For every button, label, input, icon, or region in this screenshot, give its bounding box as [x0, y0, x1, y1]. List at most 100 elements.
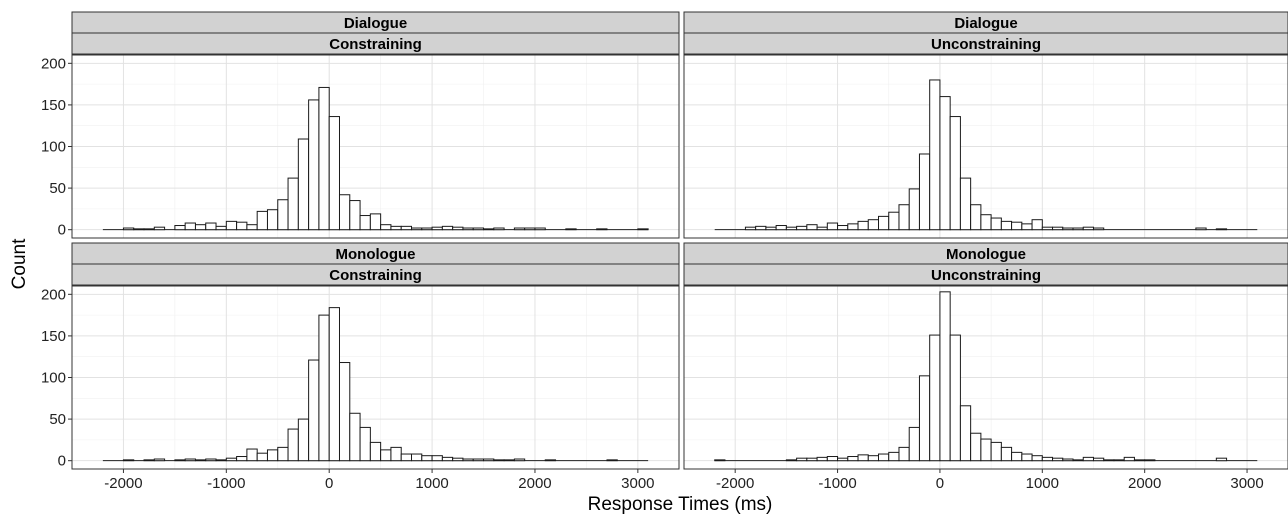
x-tick-label: 0 [325, 475, 333, 492]
histogram-bar [1082, 226, 1094, 231]
y-tick-label: 50 [49, 180, 66, 197]
histogram-bar [785, 459, 798, 462]
histogram-bar [1021, 223, 1033, 231]
histogram-bar [1215, 228, 1228, 231]
histogram-bar [908, 188, 920, 231]
histogram-bar [349, 412, 361, 462]
histogram-bar [411, 453, 423, 462]
x-axis: -2000 -1000 0 1000 2000 3000 -2000 -1000 0 1000 20… [104, 469, 1264, 492]
histogram-bar [1123, 456, 1135, 462]
histogram-bar [990, 217, 1002, 231]
histogram-bar [970, 204, 982, 231]
histogram-bar [493, 459, 505, 462]
histogram-bar [462, 227, 474, 231]
histogram-bar [524, 227, 536, 231]
histogram-bar [359, 215, 371, 231]
histogram-bar [328, 307, 340, 462]
histogram-bar [1113, 459, 1125, 462]
histogram-bar [194, 459, 207, 462]
x-tick-label: 3000 [1230, 475, 1263, 492]
strip-label: Monologue [336, 246, 416, 263]
histogram-bar [431, 226, 443, 231]
histogram-bar [918, 375, 931, 462]
histogram-bar [266, 209, 279, 231]
histogram-bar [785, 226, 798, 231]
histogram-bar [1133, 459, 1146, 462]
histogram-bar [338, 194, 351, 231]
histogram-bar [256, 452, 268, 462]
x-tick-label: 3000 [621, 475, 654, 492]
histogram-bar [755, 225, 767, 231]
histogram-bar [565, 228, 577, 231]
histogram-bar [400, 225, 413, 231]
histogram-bar [369, 441, 382, 462]
histogram-bar [380, 449, 392, 462]
histogram-bar [837, 457, 849, 462]
strip-label: Dialogue [344, 15, 407, 32]
histogram-bar [949, 334, 961, 462]
facet-panel-3: Monologue Constraining [71, 242, 680, 470]
histogram-bar [775, 225, 787, 231]
x-tick-label: 1000 [415, 475, 448, 492]
histogram-bar [867, 219, 880, 231]
histogram-bar [1215, 457, 1228, 462]
histogram-bar [1041, 456, 1054, 462]
histogram-bar [421, 227, 433, 231]
y-tick-label: 0 [58, 222, 66, 239]
panel-border [683, 285, 1288, 470]
histogram-bar [462, 458, 474, 462]
histogram-bar [483, 458, 495, 462]
histogram-bar [959, 177, 972, 231]
histogram-bar [826, 222, 839, 231]
histogram-bar [143, 228, 155, 231]
x-tick-label: 2000 [1128, 475, 1161, 492]
histogram-bar [1144, 459, 1156, 462]
histogram-bar [1062, 227, 1074, 231]
histogram-bar [980, 438, 992, 462]
histogram-bar [318, 314, 330, 462]
histogram-bar [714, 459, 726, 462]
strip-box [71, 263, 680, 286]
strip-label: Constraining [329, 36, 422, 53]
y-tick-label: 100 [41, 139, 66, 156]
facet-panel-1: Dialogue Constraining [71, 11, 680, 239]
histogram-bar [441, 225, 454, 231]
y-axis: 0 50 100 150 200 0 50 100 150 200 [41, 55, 72, 470]
x-tick-label: 1000 [1026, 475, 1059, 492]
facet-panel-4: Monologue Unconstraining [683, 242, 1288, 470]
histogram-bar [1092, 227, 1105, 231]
histogram-bar [765, 226, 777, 231]
histogram-bar [1103, 459, 1115, 462]
x-tick-label: -2000 [104, 475, 142, 492]
histogram-bar [918, 153, 931, 231]
histogram-bar [898, 446, 910, 462]
histogram-bar [990, 441, 1002, 462]
y-tick-label: 200 [41, 55, 66, 72]
histogram-bar [847, 456, 859, 462]
histogram-bar [929, 79, 941, 231]
histogram-bar [744, 226, 757, 231]
histogram-bar [359, 426, 371, 462]
histogram-bar [452, 457, 464, 462]
histogram-bar [184, 458, 196, 462]
histogram-bar [380, 224, 392, 231]
histogram-bar [277, 199, 289, 231]
histogram-bar [215, 225, 227, 231]
histogram-bar [143, 459, 155, 462]
histogram-bars [714, 291, 1228, 462]
histogram-bar [400, 453, 413, 462]
histogram-bar [1195, 227, 1207, 231]
histogram-bar [826, 456, 839, 462]
strip-label: Dialogue [954, 15, 1017, 32]
histogram-bar [513, 458, 526, 462]
histogram-bar [205, 222, 217, 231]
histogram-bar [452, 226, 464, 231]
x-axis-title: Response Times (ms) [588, 494, 773, 515]
x-tick-label: -2000 [716, 475, 754, 492]
x-tick-label: -1000 [207, 475, 245, 492]
facet-panel-2: Dialogue Unconstraining [683, 11, 1288, 239]
histogram-bar [349, 200, 361, 231]
histogram-bar [1011, 221, 1023, 231]
histogram-bar [544, 459, 557, 462]
histogram-bar [225, 220, 238, 231]
